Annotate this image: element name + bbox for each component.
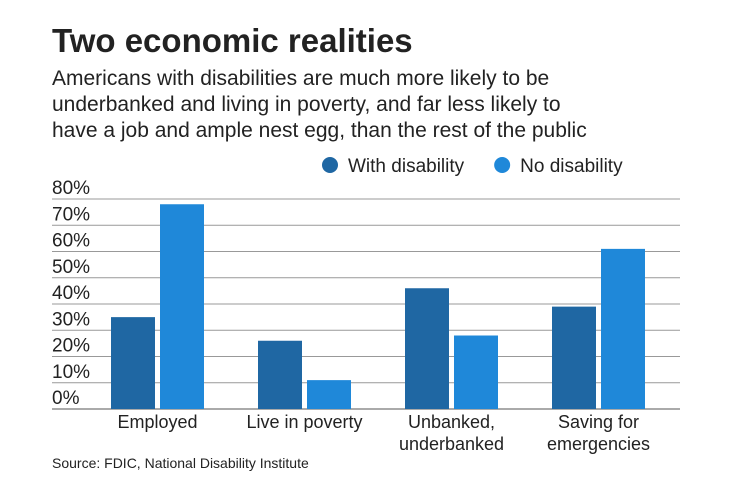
subtitle: have a job and ample nest egg, than the … bbox=[52, 119, 587, 142]
chart-title: Two economic realities bbox=[52, 22, 413, 59]
y-tick-label: 0% bbox=[52, 388, 80, 409]
bar bbox=[405, 288, 449, 409]
x-tick-label: Saving for emergencies bbox=[546, 412, 651, 454]
y-tick-label: 50% bbox=[52, 257, 90, 278]
y-tick-label: 30% bbox=[52, 309, 90, 330]
legend-label: No disability bbox=[520, 156, 623, 177]
bar bbox=[111, 317, 155, 409]
y-tick-label: 20% bbox=[52, 336, 90, 357]
bar bbox=[307, 380, 351, 409]
bar bbox=[601, 248, 645, 409]
bar bbox=[454, 335, 498, 409]
bar bbox=[258, 340, 302, 409]
y-tick-label: 80% bbox=[52, 178, 90, 199]
x-tick-label: Employed bbox=[117, 412, 198, 432]
bar bbox=[552, 306, 596, 409]
legend-swatch bbox=[494, 157, 511, 173]
y-tick-label: 70% bbox=[52, 204, 90, 225]
legend-swatch bbox=[322, 157, 338, 173]
subtitle: Americans with disabilities are much mor… bbox=[52, 67, 549, 90]
x-tick-label: Unbanked, underbanked bbox=[398, 412, 505, 454]
bar bbox=[160, 204, 204, 409]
y-tick-label: 10% bbox=[52, 362, 90, 383]
legend-label: With disability bbox=[348, 156, 465, 177]
source: Source: FDIC, National Disability Instit… bbox=[52, 455, 309, 471]
subtitle: underbanked and living in poverty, and f… bbox=[52, 93, 561, 116]
y-tick-label: 60% bbox=[52, 231, 90, 252]
y-tick-label: 40% bbox=[52, 283, 90, 304]
x-tick-label: Live in poverty bbox=[246, 412, 363, 432]
